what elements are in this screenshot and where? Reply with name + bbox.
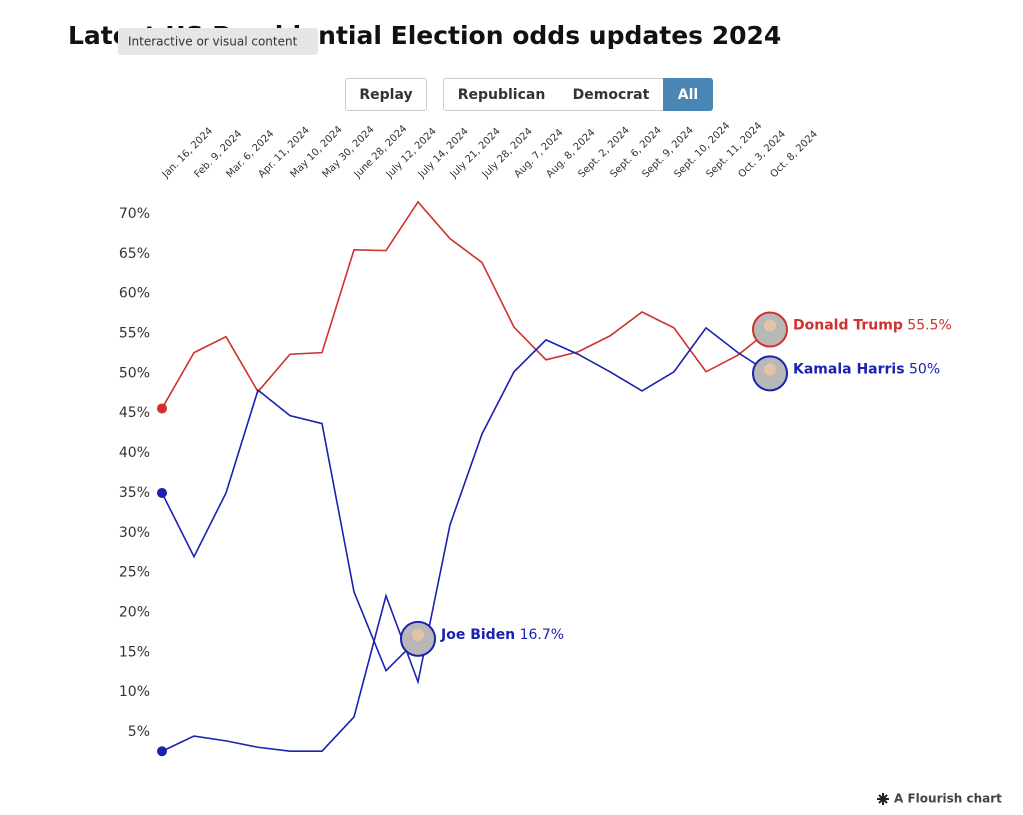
start-point	[157, 746, 167, 757]
replay-button[interactable]: Replay	[345, 78, 427, 111]
filter-button[interactable]: All	[663, 78, 713, 111]
end-label: Joe Biden 16.7%	[440, 627, 564, 643]
start-point	[157, 487, 167, 498]
filter-button[interactable]: Republican	[443, 78, 560, 111]
tooltip-box	[118, 28, 318, 55]
flourish-icon	[877, 793, 889, 805]
series-name: Kamala Harris	[793, 361, 905, 377]
value-label: 16.7%	[520, 627, 564, 643]
y-tick-label: 25%	[119, 565, 150, 581]
y-tick-label: 65%	[119, 246, 150, 262]
x-tick-label: Sept. 11, 2024	[704, 120, 764, 180]
y-tick-label: 5%	[128, 724, 150, 740]
series-line	[161, 326, 771, 753]
end-label: Donald Trump 55.5%	[793, 318, 952, 334]
value-label: 50%	[909, 361, 940, 377]
y-tick-label: 50%	[119, 365, 150, 381]
avatar-head	[764, 363, 776, 376]
y-tick-label: 60%	[119, 286, 150, 302]
y-tick-label: 55%	[119, 326, 150, 342]
footer: A Flourish chart	[894, 792, 1002, 806]
series-name: Joe Biden	[440, 627, 515, 643]
y-tick-label: 15%	[119, 644, 150, 660]
value-label: 55.5%	[907, 318, 951, 334]
y-tick-label: 45%	[119, 405, 150, 421]
series-line	[161, 200, 771, 409]
y-tick-label: 20%	[119, 605, 150, 621]
start-point	[157, 403, 167, 414]
filter-button[interactable]: Democrat	[559, 78, 664, 111]
avatar-head	[764, 319, 776, 332]
y-tick-label: 30%	[119, 525, 150, 541]
series-name: Donald Trump	[793, 318, 903, 334]
y-tick-label: 40%	[119, 445, 150, 461]
y-tick-label: 35%	[119, 485, 150, 501]
x-tick-label: Sept. 10, 2024	[672, 120, 732, 180]
avatar-head	[412, 628, 424, 641]
series-line	[161, 388, 419, 673]
y-tick-label: 10%	[119, 684, 150, 700]
tooltip: Interactive or visual content	[128, 35, 298, 49]
y-tick-label: 70%	[119, 206, 150, 222]
end-label: Kamala Harris 50%	[793, 361, 940, 377]
